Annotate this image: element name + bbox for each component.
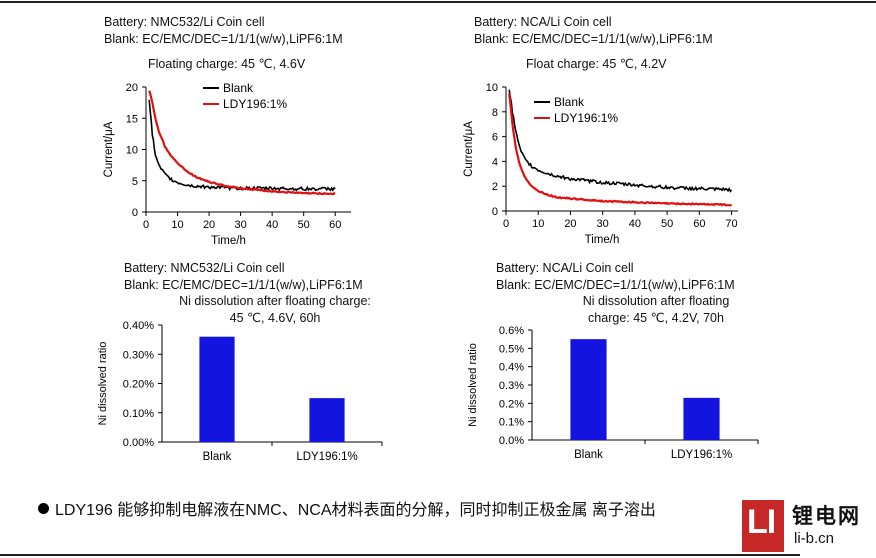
y-tick-label: 8 (492, 107, 498, 119)
y-tick-label: 10 (486, 82, 498, 94)
chart-title-line2: 45 ℃, 4.6V, 60h (229, 311, 321, 325)
x-tick-label: 30 (234, 219, 246, 231)
y-tick-label: 0.20% (123, 379, 154, 391)
chart-header-line2: Blank: EC/EMC/DEC=1/1/1(w/w),LiPF6:1M (496, 278, 735, 292)
y-tick-label: 2 (492, 181, 498, 193)
y-tick-label: 0 (132, 207, 138, 219)
x-category-label: LDY196:1% (296, 451, 357, 463)
y-tick-label: 0.0% (499, 435, 524, 447)
chart-title-line2: charge: 45 ℃, 4.2V, 70h (588, 311, 724, 325)
x-tick-label: 60 (693, 218, 705, 230)
y-tick-label: 0.1% (499, 417, 524, 429)
y-tick-label: 15 (126, 113, 138, 125)
y-tick-label: 0.10% (123, 408, 154, 420)
chart-header-line1: Battery: NCA/Li Coin cell (474, 15, 612, 29)
logo-name: 锂电网 (792, 504, 861, 528)
logo-mark: LI (742, 500, 784, 552)
series-line-blank (148, 99, 336, 192)
y-tick-label: 0.2% (499, 398, 524, 410)
y-tick-label: 0.6% (499, 325, 524, 337)
y-tick-label: 20 (126, 82, 138, 94)
x-category-label: LDY196:1% (671, 449, 732, 461)
bottom-rule (0, 554, 800, 556)
chart-header-line1: Battery: NMC532/Li Coin cell (124, 261, 285, 275)
x-category-label: Blank (574, 449, 603, 461)
chart-header-line2: Blank: EC/EMC/DEC=1/1/1(w/w),LiPF6:1M (474, 32, 713, 46)
logo-url: li-b.cn (794, 530, 835, 547)
summary-note: LDY196 能够抑制电解液在NMC、NCA材料表面的分解，同时抑制正极金属 离… (38, 496, 656, 520)
legend-label: Blank (554, 95, 585, 109)
chart-header-line1: Battery: NCA/Li Coin cell (496, 261, 634, 275)
site-logo: LI 锂电网 li-b.cn (742, 498, 872, 558)
bar-blank (199, 336, 235, 442)
top-rule (0, 0, 876, 6)
x-tick-label: 0 (143, 219, 149, 231)
x-axis-label: Time/h (585, 234, 620, 246)
bar-ldy196 (683, 397, 720, 440)
legend-label: LDY196:1% (554, 111, 618, 125)
x-category-label: Blank (203, 451, 232, 463)
summary-note-text: LDY196 能够抑制电解液在NMC、NCA材料表面的分解，同时抑制正极金属 离… (55, 502, 656, 519)
x-axis-label: Time/h (211, 235, 246, 247)
y-tick-label: 0 (492, 206, 498, 218)
y-tick-label: 0.4% (499, 362, 524, 374)
y-tick-label: 0.3% (499, 380, 524, 392)
legend-label: Blank (223, 81, 254, 95)
y-tick-label: 5 (132, 176, 138, 188)
y-tick-label: 4 (492, 156, 498, 168)
series-line-ldy196 (148, 90, 336, 196)
bar-blank (570, 339, 607, 440)
x-tick-label: 60 (329, 219, 341, 231)
y-tick-label: 0.5% (499, 343, 524, 355)
x-tick-label: 40 (629, 218, 641, 230)
x-tick-label: 30 (597, 218, 609, 230)
y-tick-label: 10 (126, 145, 138, 157)
series-line-blank (508, 89, 733, 193)
x-tick-label: 40 (266, 219, 278, 231)
y-tick-label: 6 (492, 132, 498, 144)
x-tick-label: 0 (503, 218, 509, 230)
chart-header-line2: Blank: EC/EMC/DEC=1/1/1(w/w),LiPF6:1M (104, 32, 343, 46)
chart-title-line1: Ni dissolution after floating charge: (179, 294, 371, 308)
series-line-ldy196 (508, 93, 733, 207)
chart-title: Float charge: 45 ℃, 4.2V (526, 57, 667, 71)
y-axis-label: Ni dissolved ratio (97, 342, 109, 426)
chart-title-line1: Ni dissolution after floating (582, 294, 730, 308)
y-axis-label: Current/μA (103, 121, 115, 177)
y-axis-label: Ni dissolved ratio (467, 343, 479, 427)
chart-header-line2: Blank: EC/EMC/DEC=1/1/1(w/w),LiPF6:1M (124, 278, 363, 292)
chart-header-line1: Battery: NMC532/Li Coin cell (104, 15, 265, 29)
y-tick-label: 0.30% (123, 349, 154, 361)
bullet-icon (38, 503, 49, 514)
chart-title: Floating charge: 45 ℃, 4.6V (148, 57, 306, 71)
x-tick-label: 50 (298, 219, 310, 231)
x-tick-label: 20 (564, 218, 576, 230)
y-axis-label: Current/μA (463, 121, 475, 177)
legend-label: LDY196:1% (223, 97, 287, 111)
x-tick-label: 10 (532, 218, 544, 230)
x-tick-label: 50 (661, 218, 673, 230)
bar-ldy196 (309, 398, 345, 442)
x-tick-label: 20 (203, 219, 215, 231)
x-tick-label: 10 (171, 219, 183, 231)
logo-mark-text: LI (747, 503, 776, 541)
y-tick-label: 0.00% (123, 437, 154, 449)
x-tick-label: 70 (725, 218, 737, 230)
